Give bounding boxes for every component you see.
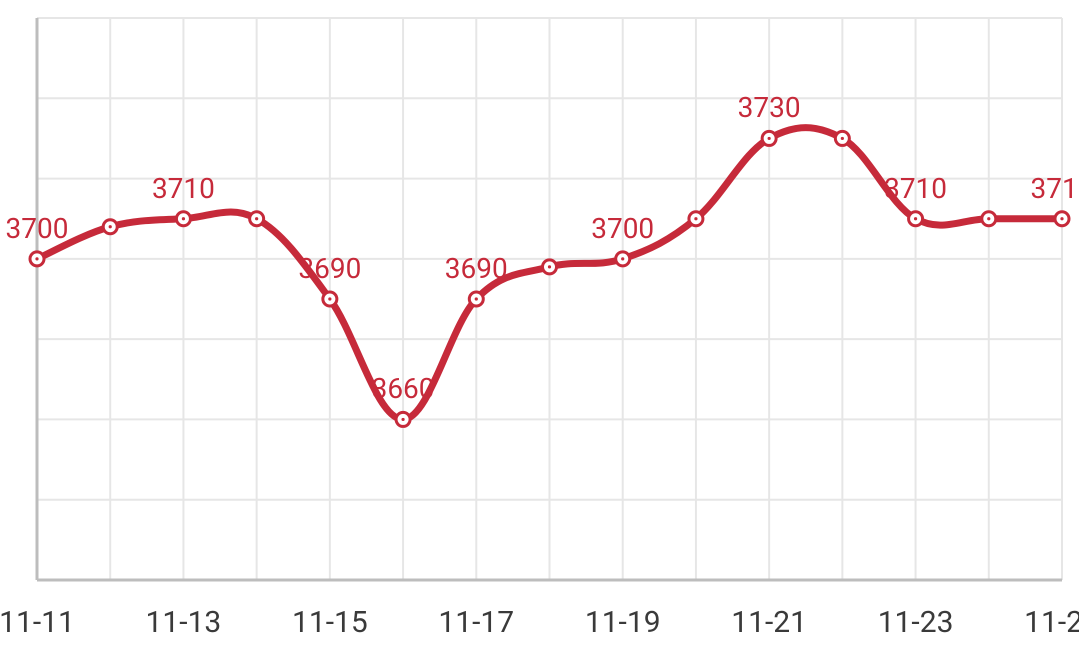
value-label: 3710: [1031, 172, 1079, 205]
x-tick-label: 11-11: [0, 605, 75, 640]
x-tick-label: 11-23: [878, 605, 954, 640]
value-label: 3690: [445, 252, 508, 285]
value-label: 3690: [298, 252, 361, 285]
value-label: 3710: [884, 172, 947, 205]
x-tick-label: 11-21: [731, 605, 807, 640]
x-tick-label: 11-15: [292, 605, 368, 640]
x-tick-label: 11-19: [585, 605, 661, 640]
x-tick-label: 11-13: [146, 605, 222, 640]
x-tick-label: 11-17: [438, 605, 514, 640]
value-label: 3700: [6, 212, 69, 245]
value-label: 3710: [152, 172, 215, 205]
value-label: 3660: [372, 372, 435, 405]
chart-svg: [0, 0, 1079, 665]
value-label: 3700: [591, 212, 654, 245]
line-chart: 11-11 11-13 11-15 11-17 11-19 11-21 11-23 11-25…: [0, 0, 1079, 665]
x-tick-label: 11-25: [1024, 605, 1079, 640]
value-label: 3730: [738, 91, 801, 124]
